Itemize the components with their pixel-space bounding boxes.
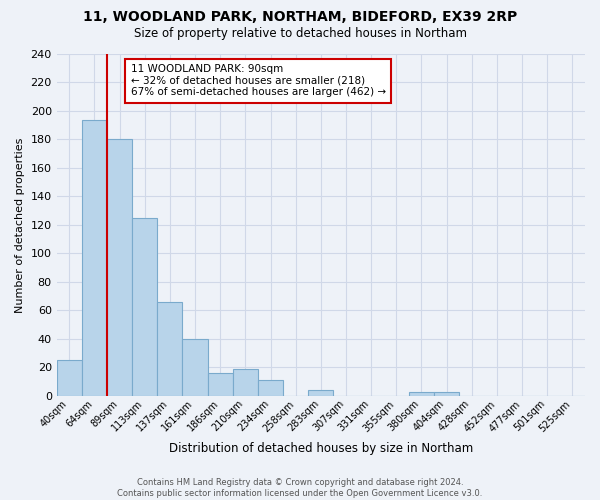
- X-axis label: Distribution of detached houses by size in Northam: Distribution of detached houses by size …: [169, 442, 473, 455]
- Bar: [182, 339, 208, 396]
- Text: 11 WOODLAND PARK: 90sqm
← 32% of detached houses are smaller (218)
67% of semi-d: 11 WOODLAND PARK: 90sqm ← 32% of detache…: [131, 64, 386, 98]
- Bar: [132, 218, 157, 396]
- Text: Contains HM Land Registry data © Crown copyright and database right 2024.
Contai: Contains HM Land Registry data © Crown c…: [118, 478, 482, 498]
- Y-axis label: Number of detached properties: Number of detached properties: [15, 138, 25, 312]
- Bar: [308, 390, 334, 396]
- Text: 11, WOODLAND PARK, NORTHAM, BIDEFORD, EX39 2RP: 11, WOODLAND PARK, NORTHAM, BIDEFORD, EX…: [83, 10, 517, 24]
- Bar: [107, 140, 132, 396]
- Bar: [434, 392, 459, 396]
- Bar: [56, 360, 82, 396]
- Bar: [82, 120, 107, 396]
- Bar: [208, 373, 233, 396]
- Text: Size of property relative to detached houses in Northam: Size of property relative to detached ho…: [133, 28, 467, 40]
- Bar: [258, 380, 283, 396]
- Bar: [157, 302, 182, 396]
- Bar: [409, 392, 434, 396]
- Bar: [233, 369, 258, 396]
